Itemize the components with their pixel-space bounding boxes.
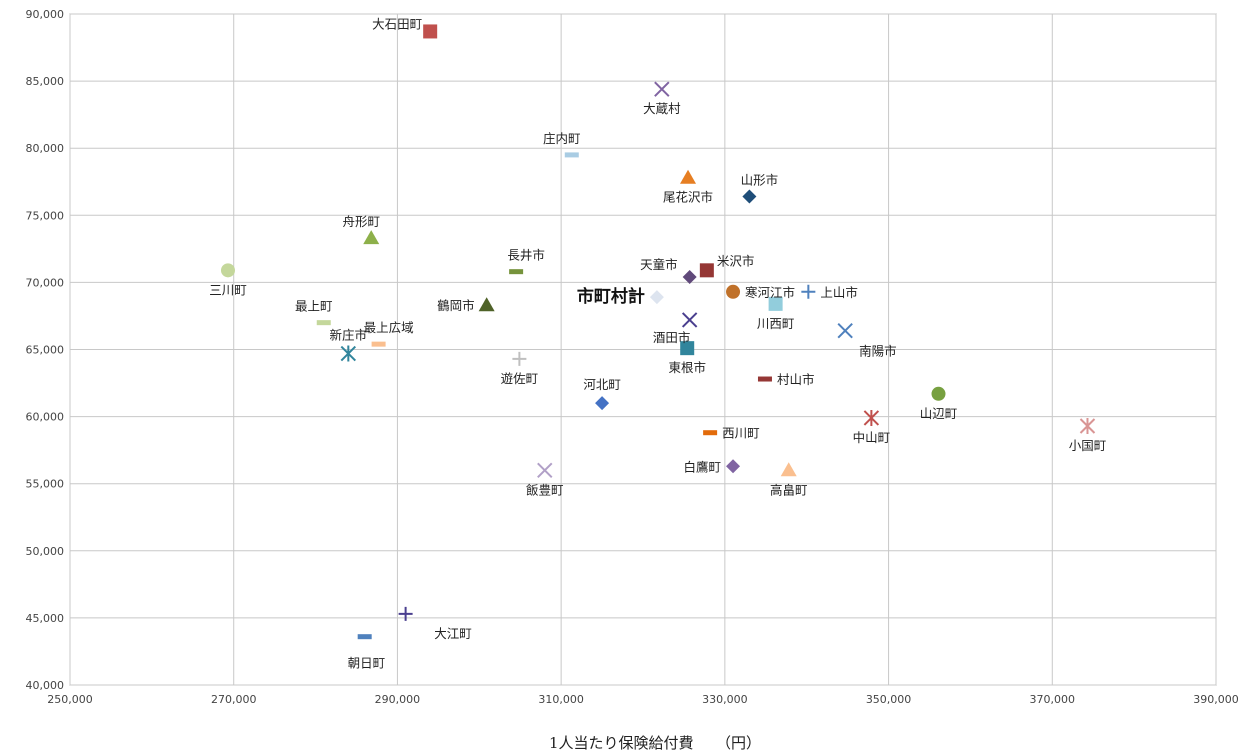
x-tick-label: 330,000 xyxy=(702,693,748,706)
point-label: 最上広域 xyxy=(364,320,414,335)
x-tick-label: 310,000 xyxy=(538,693,584,706)
point-西川町 xyxy=(703,430,718,436)
point-大蔵村 xyxy=(654,81,670,97)
point-河北町 xyxy=(595,396,610,411)
point-新庄市 xyxy=(340,345,357,362)
point-label: 山辺町 xyxy=(920,406,958,421)
point-庄内町 xyxy=(564,152,579,158)
point-飯豊町 xyxy=(537,462,553,478)
point-label: 市町村計 xyxy=(577,286,645,307)
point-舟形町 xyxy=(363,230,380,245)
point-label: 西川町 xyxy=(722,426,760,441)
point-label: 新庄市 xyxy=(330,328,368,343)
point-label: 寒河江市 xyxy=(745,285,795,300)
point-label: 天童市 xyxy=(640,257,678,272)
y-tick-label: 80,000 xyxy=(26,142,65,155)
point-label: 村山市 xyxy=(777,372,815,387)
point-大江町 xyxy=(398,606,413,621)
y-tick-label: 85,000 xyxy=(26,75,65,88)
point-上山市 xyxy=(801,284,816,299)
point-鶴岡市 xyxy=(478,297,495,312)
point-山形市 xyxy=(742,189,757,204)
point-川西町 xyxy=(768,296,783,311)
y-tick-label: 70,000 xyxy=(26,276,65,289)
point-label: 大石田町 xyxy=(372,16,422,31)
point-label: 白鷹町 xyxy=(684,459,722,474)
point-天童市 xyxy=(682,270,697,285)
point-label: 酒田市 xyxy=(653,330,691,345)
point-label: 大蔵村 xyxy=(643,101,681,116)
point-label: 河北町 xyxy=(583,377,621,392)
point-label: 米沢市 xyxy=(717,253,755,268)
point-label: 大江町 xyxy=(434,626,472,641)
point-三川町 xyxy=(220,263,235,278)
point-尾花沢市 xyxy=(680,169,697,184)
point-酒田市 xyxy=(681,312,698,328)
point-label: 朝日町 xyxy=(348,656,386,671)
axis-layer: 250,000 270,000 290,000 310,000 330,000 350,0… xyxy=(26,8,1239,706)
point-label: 飯豊町 xyxy=(526,482,564,497)
point-label: 山形市 xyxy=(741,173,779,188)
point-長井市 xyxy=(509,269,524,275)
point-label: 庄内町 xyxy=(543,131,581,146)
x-tick-label: 390,000 xyxy=(1193,693,1239,706)
point-label: 鶴岡市 xyxy=(437,298,475,313)
x-tick-label: 370,000 xyxy=(1030,693,1076,706)
point-大石田町 xyxy=(423,24,438,39)
point-label: 三川町 xyxy=(209,282,247,297)
point-label: 長井市 xyxy=(507,248,545,263)
point-label: 尾花沢市 xyxy=(663,190,713,205)
point-市町村計 xyxy=(649,290,664,305)
y-tick-label: 60,000 xyxy=(26,411,65,424)
point-山辺町 xyxy=(931,386,946,401)
point-label: 南陽市 xyxy=(859,344,897,359)
point-label: 小国町 xyxy=(1069,438,1107,453)
point-遊佐町 xyxy=(512,351,527,366)
point-中山町 xyxy=(863,409,880,426)
grid-layer xyxy=(69,13,1217,686)
x-tick-label: 350,000 xyxy=(866,693,912,706)
points-layer xyxy=(220,24,1096,640)
x-tick-label: 270,000 xyxy=(211,693,257,706)
point-東根市 xyxy=(680,341,695,356)
point-label: 遊佐町 xyxy=(501,371,539,386)
point-南陽市 xyxy=(837,323,853,339)
point-白鷹町 xyxy=(726,459,741,474)
point-村山市 xyxy=(757,376,772,382)
y-tick-label: 90,000 xyxy=(26,8,65,21)
y-tick-label: 75,000 xyxy=(26,209,65,222)
point-朝日町 xyxy=(357,634,372,640)
point-label: 最上町 xyxy=(295,299,333,314)
point-label: 中山町 xyxy=(853,430,891,445)
point-label: 川西町 xyxy=(757,316,795,331)
y-tick-label: 45,000 xyxy=(26,612,65,625)
x-tick-label: 290,000 xyxy=(375,693,421,706)
y-tick-label: 50,000 xyxy=(26,545,65,558)
point-label: 舟形町 xyxy=(342,214,380,229)
point-米沢市 xyxy=(699,263,714,278)
x-axis-title: 1人当たり保険給付費 （円） xyxy=(549,734,761,752)
y-tick-label: 40,000 xyxy=(26,679,65,692)
point-最上町 xyxy=(316,320,331,326)
point-寒河江市 xyxy=(726,284,741,299)
point-label: 東根市 xyxy=(668,360,706,375)
x-tick-label: 250,000 xyxy=(47,693,93,706)
point-高畠町 xyxy=(780,462,797,477)
point-小国町 xyxy=(1079,417,1096,434)
point-最上広域 xyxy=(371,341,386,347)
point-label: 高畠町 xyxy=(770,482,808,497)
y-tick-label: 55,000 xyxy=(26,478,65,491)
y-tick-label: 65,000 xyxy=(26,344,65,357)
point-label: 上山市 xyxy=(820,285,858,300)
